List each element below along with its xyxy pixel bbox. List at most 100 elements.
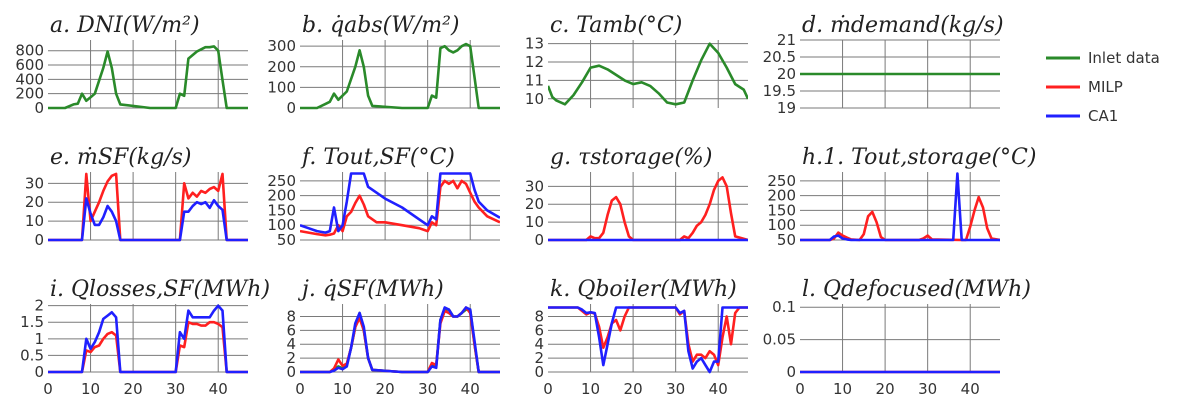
series-line-inlet-data [548,42,748,106]
x-tick-label: 0 [543,380,553,398]
x-tick-label: 40 [209,380,228,398]
y-tick-label: 0 [286,363,296,381]
y-tick-label: 800 [15,42,44,60]
y-tick-label: 400 [15,70,44,88]
x-tick-label: 10 [833,380,852,398]
y-tick-label: 250 [267,172,296,190]
y-tick-label: 1.5 [20,313,44,331]
y-tick-label: 21 [777,31,796,49]
x-tick-label: 0 [795,380,805,398]
series-line-ca1 [48,197,248,242]
series-line-ca1 [300,306,500,374]
y-tick-label: 2 [534,349,544,367]
y-tick-label: 20 [777,65,796,83]
y-tick-label: 150 [267,201,296,219]
y-tick-label: 20 [25,193,44,211]
y-tick-label: 50 [277,231,296,249]
y-tick-label: 0.05 [763,331,796,349]
x-tick-label: 0 [43,380,53,398]
x-tick-label: 20 [876,380,895,398]
y-tick-label: 2 [34,297,44,315]
x-tick-label: 30 [166,380,185,398]
legend: Inlet data MILP CA1 [1046,49,1160,125]
x-tick-label: 30 [918,380,937,398]
y-tick-label: 0 [34,99,44,117]
y-tick-label: 4 [534,335,544,353]
subplot-title: d. ṁdemand(kg/s) [802,13,1004,38]
x-tick-label: 40 [709,380,728,398]
subplot-title: e. ṁSF(kg/s) [50,145,192,170]
y-tick-label: 12 [525,53,544,71]
y-tick-label: 0 [286,99,296,117]
x-tick-label: 20 [376,380,395,398]
series-line-ca1 [300,172,500,234]
x-tick-label: 20 [124,380,143,398]
y-tick-label: 19.5 [763,82,796,100]
series-line-milp [548,176,748,242]
y-tick-label: 0 [786,363,796,381]
y-tick-label: 200 [767,187,796,205]
series-line-inlet-data [300,42,500,110]
y-tick-label: 8 [286,307,296,325]
legend-label: CA1 [1088,107,1118,125]
y-tick-label: 100 [267,78,296,96]
y-tick-label: 150 [767,201,796,219]
y-tick-label: 0 [34,363,44,381]
y-tick-label: 6 [286,321,296,339]
y-tick-label: 600 [15,56,44,74]
y-tick-label: 6 [534,321,544,339]
series-line-milp [48,320,248,374]
subplot-i: i. Qlosses,SF(MWh)00.511.520 10 20 30 40 [20,277,270,398]
legend-label: Inlet data [1088,49,1160,67]
y-tick-label: 13 [525,35,544,53]
x-tick-label: 30 [418,380,437,398]
y-tick-label: 1 [34,330,44,348]
subplot-title: g. τstorage(%) [550,145,712,170]
subplot-title: l. Qdefocused(MWh) [802,277,1031,302]
y-tick-label: 100 [267,216,296,234]
y-tick-label: 20 [525,195,544,213]
y-tick-label: 4 [286,335,296,353]
y-tick-label: 0 [534,231,544,249]
x-tick-label: 0 [295,380,305,398]
x-tick-label: 20 [624,380,643,398]
subplot-title: h.1. Tout,storage(°C) [802,145,1036,170]
y-tick-label: 8 [534,307,544,325]
subplot-title: a. DNI(W/m²) [50,13,200,38]
series-line-ca1 [800,172,1000,242]
subplot-title: b. q̇abs(W/m²) [302,13,460,38]
y-tick-label: 0.5 [20,346,44,364]
y-tick-label: 30 [25,174,44,192]
subplot-b: b. q̇abs(W/m²) 0 100 200 300 [267,13,500,117]
x-tick-label: 10 [333,380,352,398]
y-tick-label: 50 [777,231,796,249]
series-line-milp [300,179,500,237]
subplot-title: f. Tout,SF(°C) [300,145,455,170]
series-line-ca1 [48,304,248,374]
y-tick-label: 250 [767,172,796,190]
y-tick-label: 30 [525,177,544,195]
x-tick-label: 40 [461,380,480,398]
y-tick-label: 11 [525,71,544,89]
y-tick-label: 0 [34,231,44,249]
subplot-title: k. Qboiler(MWh) [550,277,737,302]
series-line-inlet-data [48,45,248,110]
y-tick-label: 10 [525,90,544,108]
y-tick-label: 0 [534,363,544,381]
y-tick-label: 200 [267,187,296,205]
y-tick-label: 2 [286,349,296,367]
y-tick-label: 200 [15,85,44,103]
y-tick-label: 10 [525,213,544,231]
subplot-title: j. q̇SF(MWh) [297,277,444,302]
legend-label: MILP [1088,78,1123,96]
